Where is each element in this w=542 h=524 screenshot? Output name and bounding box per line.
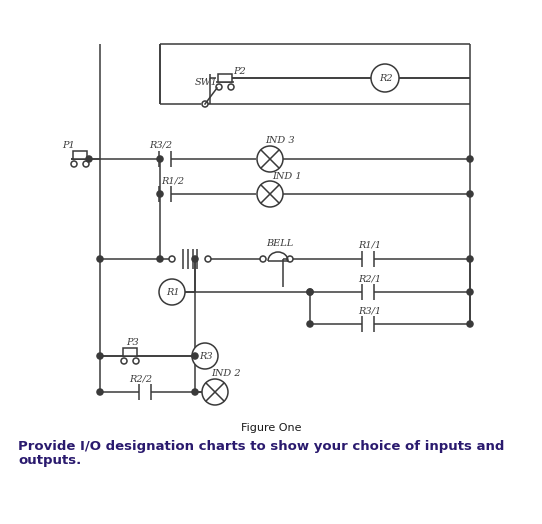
Circle shape (157, 156, 163, 162)
Circle shape (157, 191, 163, 197)
Circle shape (467, 156, 473, 162)
Circle shape (371, 64, 399, 92)
Text: IND 2: IND 2 (211, 369, 241, 378)
Text: R2: R2 (379, 74, 392, 83)
Circle shape (205, 256, 211, 262)
Circle shape (97, 256, 103, 262)
Circle shape (307, 321, 313, 327)
Text: SW1: SW1 (195, 78, 218, 87)
Circle shape (71, 161, 77, 167)
Circle shape (192, 343, 218, 369)
Circle shape (287, 256, 293, 262)
Text: P1: P1 (62, 141, 75, 150)
Bar (73, 151, 87, 159)
Text: Provide I/O designation charts to show your choice of inputs and: Provide I/O designation charts to show y… (18, 440, 505, 453)
Circle shape (257, 181, 283, 207)
Circle shape (86, 156, 92, 162)
Text: R1: R1 (166, 288, 179, 297)
Text: R1/2: R1/2 (161, 176, 184, 185)
Circle shape (228, 84, 234, 90)
Text: R3/1: R3/1 (358, 306, 381, 315)
Circle shape (97, 389, 103, 395)
Circle shape (192, 353, 198, 359)
Circle shape (159, 279, 185, 305)
Circle shape (202, 101, 208, 107)
Text: R3: R3 (199, 352, 212, 361)
Circle shape (467, 321, 473, 327)
Circle shape (216, 84, 222, 90)
Circle shape (260, 256, 266, 262)
Text: BELL: BELL (266, 239, 293, 248)
Text: R2/1: R2/1 (358, 274, 381, 283)
Circle shape (257, 146, 283, 172)
Circle shape (467, 191, 473, 197)
Text: R1/1: R1/1 (358, 241, 381, 250)
Circle shape (97, 353, 103, 359)
Circle shape (121, 358, 127, 364)
Bar (218, 74, 232, 82)
Circle shape (202, 379, 228, 405)
Text: R3/2: R3/2 (149, 141, 172, 150)
Text: IND 1: IND 1 (272, 172, 302, 181)
Circle shape (83, 161, 89, 167)
Text: P2: P2 (233, 67, 246, 76)
Circle shape (307, 289, 313, 295)
Text: Figure One: Figure One (241, 423, 301, 433)
Text: outputs.: outputs. (18, 454, 81, 467)
Text: P3: P3 (126, 338, 139, 347)
Circle shape (307, 289, 313, 295)
Text: IND 3: IND 3 (265, 136, 295, 145)
Circle shape (192, 256, 198, 262)
Circle shape (157, 256, 163, 262)
Circle shape (467, 289, 473, 295)
Circle shape (133, 358, 139, 364)
Circle shape (169, 256, 175, 262)
Bar (123, 348, 137, 356)
Circle shape (467, 256, 473, 262)
Text: R2/2: R2/2 (129, 374, 152, 383)
Circle shape (192, 389, 198, 395)
